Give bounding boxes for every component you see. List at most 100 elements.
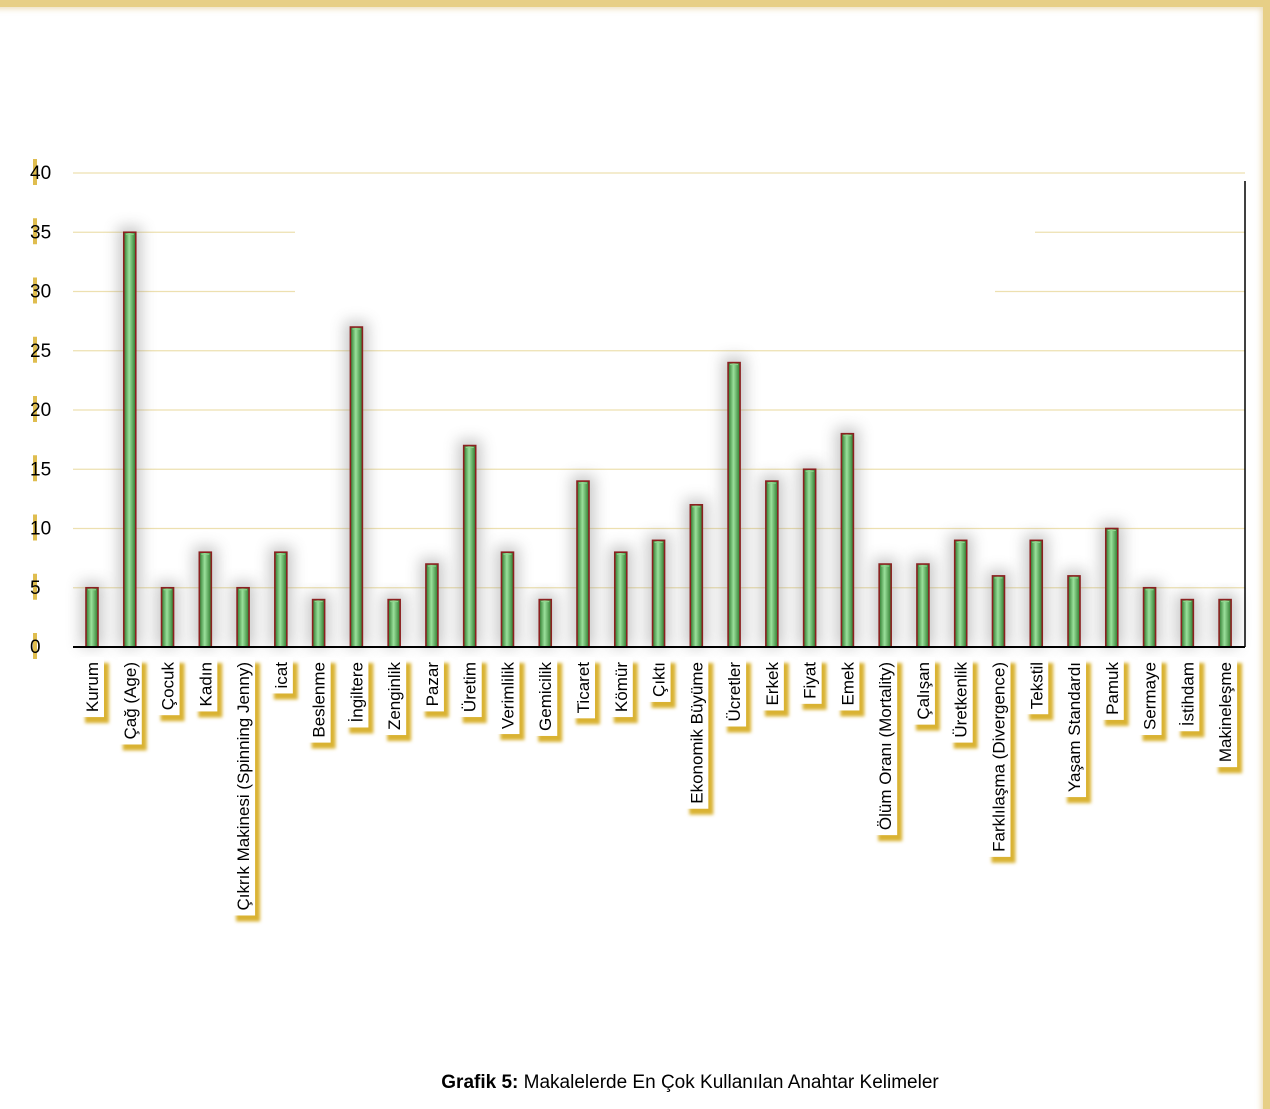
bar bbox=[160, 586, 175, 648]
x-tick-label-box bbox=[646, 657, 671, 702]
bar bbox=[1142, 586, 1157, 648]
x-tick-label-group: icat bbox=[268, 657, 298, 700]
bar bbox=[727, 361, 741, 648]
bar bbox=[651, 539, 666, 648]
bar bbox=[538, 598, 553, 648]
x-tick-label: Pamuk bbox=[1103, 662, 1122, 715]
x-tick-label: Ölüm Oranı (Mortality) bbox=[876, 662, 895, 830]
x-tick-label-box bbox=[1137, 657, 1162, 736]
x-tick-label: Kömür bbox=[612, 662, 631, 712]
y-tick-label: 5 bbox=[30, 578, 41, 599]
x-tick-label-group: Gemicilik bbox=[533, 657, 563, 742]
bars bbox=[85, 231, 1232, 648]
bar bbox=[953, 539, 968, 648]
y-tick-shadow bbox=[33, 159, 37, 185]
bar bbox=[1067, 575, 1081, 648]
x-tick-label-box bbox=[608, 657, 633, 718]
x-tick-label: Yaşam Standardı bbox=[1065, 662, 1084, 792]
x-tick-label-group: Ticaret bbox=[571, 657, 601, 725]
x-tick-label-box bbox=[1024, 657, 1049, 715]
bar bbox=[576, 480, 590, 648]
bar bbox=[765, 480, 779, 648]
x-tick-label-box bbox=[1062, 657, 1087, 798]
x-tick-label-box bbox=[797, 657, 822, 704]
y-tick-label: 15 bbox=[30, 459, 51, 480]
x-tick-label: Farklılaşma (Divergence) bbox=[989, 662, 1008, 852]
x-tick-label-group: Beslenme bbox=[306, 657, 336, 749]
x-tick-label: Ekonomik Büyüme bbox=[687, 662, 706, 804]
bar bbox=[1218, 598, 1232, 648]
x-tick-label: Gemicilik bbox=[536, 662, 555, 731]
x-tick-label-box bbox=[155, 657, 180, 716]
x-tick-label: icat bbox=[272, 662, 291, 689]
x-tick-label-group: Üretkenlik bbox=[948, 657, 978, 749]
y-tick-shadow bbox=[33, 336, 37, 363]
bar bbox=[991, 575, 1006, 648]
bar bbox=[916, 563, 930, 648]
x-tick-label-group: Kadın bbox=[193, 657, 223, 718]
y-tick-shadow bbox=[33, 514, 37, 541]
bar bbox=[387, 598, 401, 648]
bar bbox=[85, 586, 99, 648]
x-tick-label-box bbox=[457, 657, 482, 718]
x-tick-label-box bbox=[684, 657, 709, 809]
x-tick-label-group: Kurum bbox=[80, 657, 109, 724]
x-tick-label: İstihdam bbox=[1178, 662, 1197, 726]
bar bbox=[878, 563, 892, 648]
x-tick-label-box bbox=[344, 657, 369, 728]
bar bbox=[425, 563, 439, 648]
bar bbox=[198, 551, 213, 648]
x-tick-label-box bbox=[495, 657, 520, 735]
caption-text: Makalelerde En Çok Kullanılan Anahtar Ke… bbox=[518, 1072, 939, 1093]
x-tick-label-box bbox=[80, 657, 104, 718]
y-tick-shadow bbox=[33, 218, 37, 245]
x-tick-label-group: Tekstil bbox=[1024, 657, 1054, 721]
x-tick-label: Ticaret bbox=[574, 662, 593, 714]
x-tick-label-group: Ekonomik Büyüme bbox=[684, 657, 714, 815]
x-tick-label-group: Zenginlik bbox=[382, 657, 412, 742]
x-tick-label-group: Çocuk bbox=[155, 657, 185, 722]
x-tick-label: Fiyat bbox=[801, 662, 820, 699]
x-tick-label-box bbox=[117, 657, 142, 745]
y-tick-shadow bbox=[33, 573, 37, 600]
caption-label: Grafik 5: bbox=[441, 1072, 519, 1093]
bar bbox=[311, 598, 326, 648]
x-tick-label-box bbox=[419, 657, 444, 712]
x-tick-label: Çocuk bbox=[159, 662, 178, 711]
y-tick-labels: 0 5 10 15 20 25 30 35 40 bbox=[30, 159, 51, 659]
bar bbox=[500, 551, 515, 648]
x-tick-label-box bbox=[986, 657, 1011, 857]
y-tick-label: 10 bbox=[30, 519, 51, 540]
x-tick-label: Çıkrık Makinesi (Spinning Jenny) bbox=[234, 662, 253, 910]
x-tick-label: Makineleşme bbox=[1216, 662, 1235, 762]
x-tick-label-box bbox=[1213, 657, 1238, 768]
x-tick-label: Verimlilik bbox=[498, 662, 517, 730]
x-tick-label-box bbox=[1099, 657, 1124, 720]
bar bbox=[274, 551, 288, 648]
x-tick-label-box bbox=[306, 657, 331, 743]
x-tick-label-box bbox=[873, 657, 898, 836]
x-tick-label: Beslenme bbox=[310, 662, 329, 738]
chart-caption: Grafik 5: Makalelerde En Çok Kullanılan … bbox=[0, 1072, 1270, 1094]
bar bbox=[613, 551, 628, 648]
x-tick-label-group: Çağ (Age) bbox=[117, 657, 147, 751]
y-tick-label: 0 bbox=[30, 637, 41, 658]
x-tick-label: Emek bbox=[838, 662, 857, 706]
x-tick-label-group: Çıkrık Makinesi (Spinning Jenny) bbox=[231, 657, 261, 922]
y-tick-label: 35 bbox=[30, 222, 51, 243]
x-tick-label-group: Emek bbox=[835, 657, 865, 717]
x-tick-label-box bbox=[268, 657, 293, 694]
x-tick-label: Çıktı bbox=[650, 662, 669, 697]
y-tick-label: 20 bbox=[30, 400, 51, 421]
y-tick-label: 40 bbox=[30, 163, 51, 184]
bar bbox=[840, 432, 855, 648]
x-tick-label-group: Makineleşme bbox=[1213, 657, 1243, 774]
x-tick-label-box bbox=[948, 657, 973, 743]
x-tick-label: Pazar bbox=[423, 662, 442, 707]
axes bbox=[73, 181, 1246, 648]
x-tick-label: Üretkenlik bbox=[952, 662, 971, 738]
x-tick-label: Çalışan bbox=[914, 662, 933, 720]
y-tick-label: 30 bbox=[30, 282, 51, 303]
x-tick-label: Kurum bbox=[83, 662, 102, 712]
x-tick-label-group: Çalışan bbox=[910, 657, 940, 731]
